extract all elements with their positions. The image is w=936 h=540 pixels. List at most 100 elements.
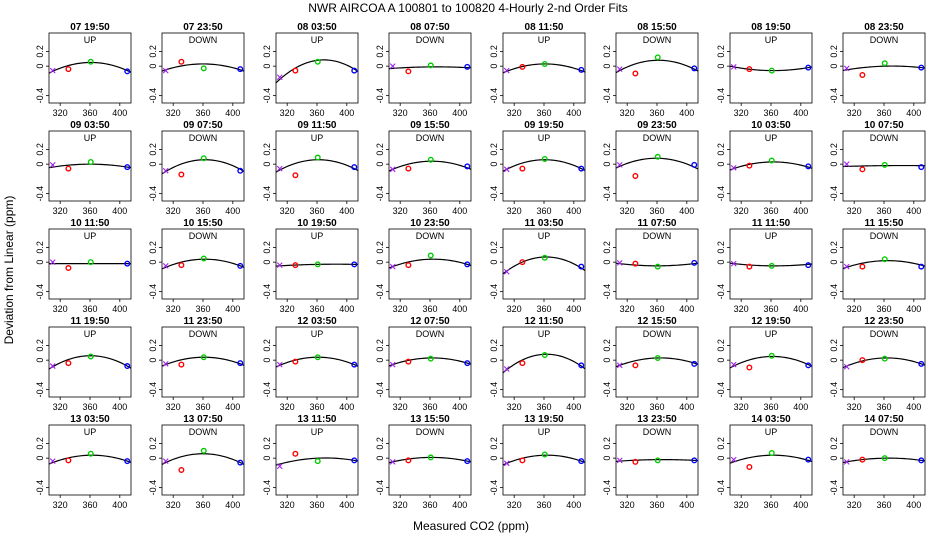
fit-curve (729, 65, 813, 72)
panel: 10 03:50 UP 320 360 400 -0.4 0 0.2 (716, 120, 813, 216)
data-point (427, 62, 434, 69)
x-tick-label: 360 (876, 206, 891, 216)
x-tick-label: 320 (53, 500, 68, 510)
fit-curve (161, 63, 245, 72)
x-tick-label: 360 (876, 500, 891, 510)
x-tick-label: 320 (847, 500, 862, 510)
data-point (503, 166, 510, 173)
panel-time: 08 11:50 (525, 22, 564, 33)
panel: 13 15:50 DOWN 320 360 400 -0.4 0 0.2 (375, 414, 472, 510)
panel-direction: DOWN (189, 427, 218, 437)
panel: 09 23:50 DOWN 320 360 400 -0.4 0 0.2 (602, 120, 699, 216)
y-tick-label: 0.2 (148, 339, 158, 352)
data-point (427, 156, 434, 163)
fit-curve (729, 454, 813, 464)
figure-title: NWR AIRCOA A 100801 to 100820 4-Hourly 2… (308, 1, 628, 15)
panel: 13 19:50 UP 320 360 400 -0.4 0 0.2 (489, 414, 586, 510)
panel-time: 13 19:50 (524, 414, 564, 425)
y-tick-label: 0 (602, 358, 612, 363)
data-point (276, 262, 283, 268)
data-point (124, 458, 131, 465)
fit-curve (842, 65, 926, 72)
y-tick-label: -0.4 (716, 382, 726, 398)
data-point (632, 362, 639, 369)
panel-direction: DOWN (189, 231, 218, 241)
panel-time: 14 07:50 (864, 414, 904, 425)
data-point (578, 165, 585, 172)
panel-time: 12 15:50 (637, 316, 677, 327)
x-tick-label: 360 (763, 304, 778, 314)
data-point (632, 172, 639, 179)
data-point (843, 263, 850, 270)
x-tick-label: 360 (876, 108, 891, 118)
data-point (405, 358, 412, 365)
data-point (503, 366, 510, 372)
data-point (178, 262, 185, 269)
y-tick-label: -0.4 (148, 382, 158, 398)
x-tick-label: 360 (82, 108, 97, 118)
panel-direction: UP (84, 133, 97, 143)
data-point (632, 70, 639, 77)
data-point (918, 64, 925, 71)
x-tick-label: 320 (507, 206, 522, 216)
y-tick-label: 0.2 (375, 45, 385, 58)
panel-time: 10 23:50 (410, 218, 450, 229)
y-tick-label: 0 (829, 456, 839, 461)
fit-curve (388, 66, 472, 70)
panel-time: 10 11:50 (71, 218, 110, 229)
data-point (292, 262, 299, 269)
y-tick-label: -0.4 (716, 186, 726, 202)
fit-curve (502, 159, 586, 172)
fit-curve (729, 355, 813, 369)
y-tick-label: 0 (602, 64, 612, 69)
x-tick-label: 400 (225, 500, 240, 510)
data-point (519, 360, 526, 367)
y-tick-label: -0.4 (489, 480, 499, 496)
data-point (541, 254, 548, 261)
x-tick-label: 320 (53, 402, 68, 412)
data-point (654, 54, 661, 61)
y-tick-label: 0 (375, 456, 385, 461)
fit-curve (615, 459, 699, 462)
panel: 11 11:50 UP 320 360 400 -0.4 0 0.2 (716, 218, 813, 314)
x-tick-label: 320 (847, 206, 862, 216)
panel-grid: 07 19:50 UP 320 360 400 -0.4 0 0.2 07 23:50 DOWN 3… (35, 22, 926, 510)
y-tick-label: 0.2 (829, 241, 839, 254)
y-tick-label: 0.2 (602, 437, 612, 450)
x-tick-label: 320 (53, 206, 68, 216)
data-point (314, 261, 321, 268)
y-tick-label: 0.2 (602, 45, 612, 58)
x-tick-label: 400 (679, 108, 694, 118)
data-point (351, 261, 358, 268)
panel-time: 09 19:50 (524, 120, 564, 131)
x-tick-label: 400 (566, 402, 581, 412)
x-tick-label: 320 (166, 108, 181, 118)
x-tick-label: 400 (112, 500, 127, 510)
x-tick-label: 360 (536, 402, 551, 412)
x-tick-label: 360 (309, 108, 324, 118)
data-point (503, 67, 510, 74)
x-tick-label: 400 (679, 500, 694, 510)
data-point (805, 362, 812, 369)
y-tick-label: 0.2 (375, 241, 385, 254)
data-point (859, 456, 866, 463)
fit-curve (502, 454, 586, 466)
data-point (519, 457, 526, 464)
panel-direction: UP (311, 231, 324, 241)
y-tick-label: 0 (375, 358, 385, 363)
x-tick-label: 320 (734, 500, 749, 510)
data-point (427, 454, 434, 461)
data-point (805, 163, 812, 170)
x-tick-label: 400 (793, 304, 808, 314)
data-point (746, 364, 753, 371)
data-point (178, 58, 185, 65)
y-tick-label: 0 (829, 64, 839, 69)
data-point (881, 355, 888, 362)
x-tick-label: 400 (452, 108, 467, 118)
data-point (730, 64, 737, 70)
panel-time: 09 03:50 (70, 120, 110, 131)
panel: 11 03:50 UP 320 360 400 -0.4 0 0.2 (489, 218, 586, 314)
x-tick-label: 320 (280, 500, 295, 510)
fit-curve (388, 357, 472, 367)
data-point (405, 68, 412, 75)
